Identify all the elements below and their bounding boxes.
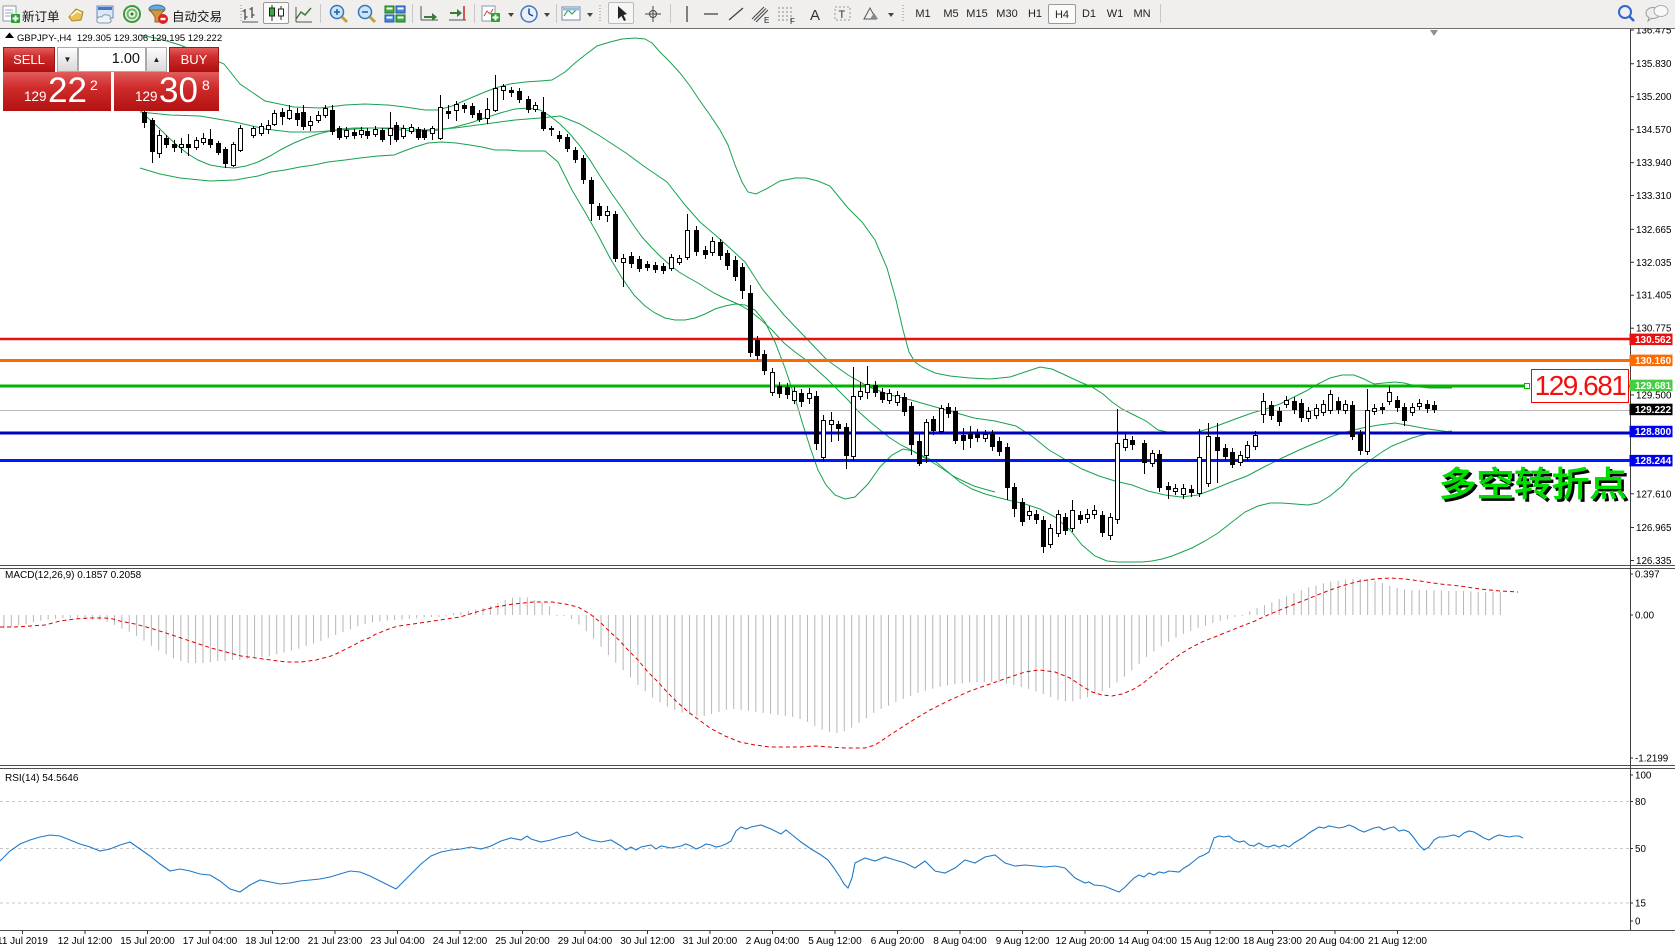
svg-text:127.610: 127.610: [1636, 489, 1672, 500]
svg-text:5 Aug 12:00: 5 Aug 12:00: [808, 936, 862, 947]
svg-text:MACD(12,26,9) 0.1857 0.2058: MACD(12,26,9) 0.1857 0.2058: [5, 570, 142, 581]
svg-text:6 Aug 20:00: 6 Aug 20:00: [871, 936, 925, 947]
svg-text:126.335: 126.335: [1636, 556, 1672, 567]
svg-text:GBPJPY-,H4 129.305 129.306 12: GBPJPY-,H4 129.305 129.306 129.195 129.2…: [17, 33, 222, 44]
svg-text:A: A: [810, 7, 820, 24]
svg-text:132.665: 132.665: [1636, 225, 1672, 236]
svg-text:RSI(14) 54.5646: RSI(14) 54.5646: [5, 773, 79, 784]
svg-text:2 Aug 04:00: 2 Aug 04:00: [746, 936, 800, 947]
svg-text:30 Jul 12:00: 30 Jul 12:00: [620, 936, 675, 947]
svg-text:23 Jul 04:00: 23 Jul 04:00: [370, 936, 425, 947]
svg-text:E: E: [764, 16, 769, 25]
svg-text:50: 50: [1635, 844, 1646, 855]
svg-text:20 Aug 04:00: 20 Aug 04:00: [1306, 936, 1365, 947]
svg-text:14 Aug 04:00: 14 Aug 04:00: [1118, 936, 1177, 947]
svg-text:15: 15: [1635, 899, 1646, 910]
svg-text:128.800: 128.800: [1635, 427, 1672, 438]
svg-text:135.830: 135.830: [1636, 59, 1672, 70]
svg-text:18 Jul 12:00: 18 Jul 12:00: [245, 936, 300, 947]
svg-text:18 Aug 23:00: 18 Aug 23:00: [1243, 936, 1302, 947]
svg-text:0.00: 0.00: [1635, 611, 1655, 622]
svg-text:129.222: 129.222: [1635, 405, 1672, 416]
svg-text:132.035: 132.035: [1636, 258, 1672, 269]
svg-text:100: 100: [1635, 771, 1652, 782]
svg-text:31 Jul 20:00: 31 Jul 20:00: [683, 936, 738, 947]
svg-text:24 Jul 12:00: 24 Jul 12:00: [433, 936, 488, 947]
svg-text:T: T: [839, 9, 846, 21]
svg-text:多空转折点: 多空转折点: [1439, 466, 1627, 504]
svg-text:F: F: [790, 17, 795, 25]
svg-text:12 Jul 12:00: 12 Jul 12:00: [58, 936, 113, 947]
svg-text:15 Aug 12:00: 15 Aug 12:00: [1181, 936, 1240, 947]
svg-text:多空转折点: 多空转折点: [1442, 469, 1630, 507]
svg-text:21 Aug 12:00: 21 Aug 12:00: [1368, 936, 1427, 947]
svg-text:136.475: 136.475: [1636, 26, 1672, 37]
svg-text:129.681: 129.681: [1635, 381, 1672, 392]
svg-text:130.160: 130.160: [1635, 356, 1672, 367]
svg-text:-1.2199: -1.2199: [1635, 754, 1668, 765]
svg-text:12 Aug 20:00: 12 Aug 20:00: [1056, 936, 1115, 947]
svg-text:131.405: 131.405: [1636, 291, 1672, 302]
svg-text:126.965: 126.965: [1636, 523, 1672, 534]
svg-text:21 Jul 23:00: 21 Jul 23:00: [308, 936, 363, 947]
svg-text:0.397: 0.397: [1635, 570, 1660, 581]
svg-text:129.500: 129.500: [1636, 390, 1672, 401]
svg-text:11 Jul 2019: 11 Jul 2019: [0, 936, 48, 947]
svg-text:128.244: 128.244: [1635, 456, 1672, 467]
svg-text:25 Jul 20:00: 25 Jul 20:00: [495, 936, 550, 947]
svg-text:135.200: 135.200: [1636, 92, 1672, 103]
svg-text:134.570: 134.570: [1636, 125, 1672, 136]
svg-text:9 Aug 12:00: 9 Aug 12:00: [996, 936, 1050, 947]
svg-text:130.775: 130.775: [1636, 324, 1672, 335]
svg-text:15 Jul 20:00: 15 Jul 20:00: [120, 936, 175, 947]
svg-text:29 Jul 04:00: 29 Jul 04:00: [558, 936, 613, 947]
svg-text:130.562: 130.562: [1635, 335, 1672, 346]
svg-text:133.940: 133.940: [1636, 158, 1672, 169]
svg-text:133.310: 133.310: [1636, 191, 1672, 202]
svg-text:17 Jul 04:00: 17 Jul 04:00: [183, 936, 238, 947]
svg-text:8 Aug 04:00: 8 Aug 04:00: [933, 936, 987, 947]
svg-text:80: 80: [1635, 797, 1646, 808]
svg-text:0: 0: [1635, 917, 1641, 928]
